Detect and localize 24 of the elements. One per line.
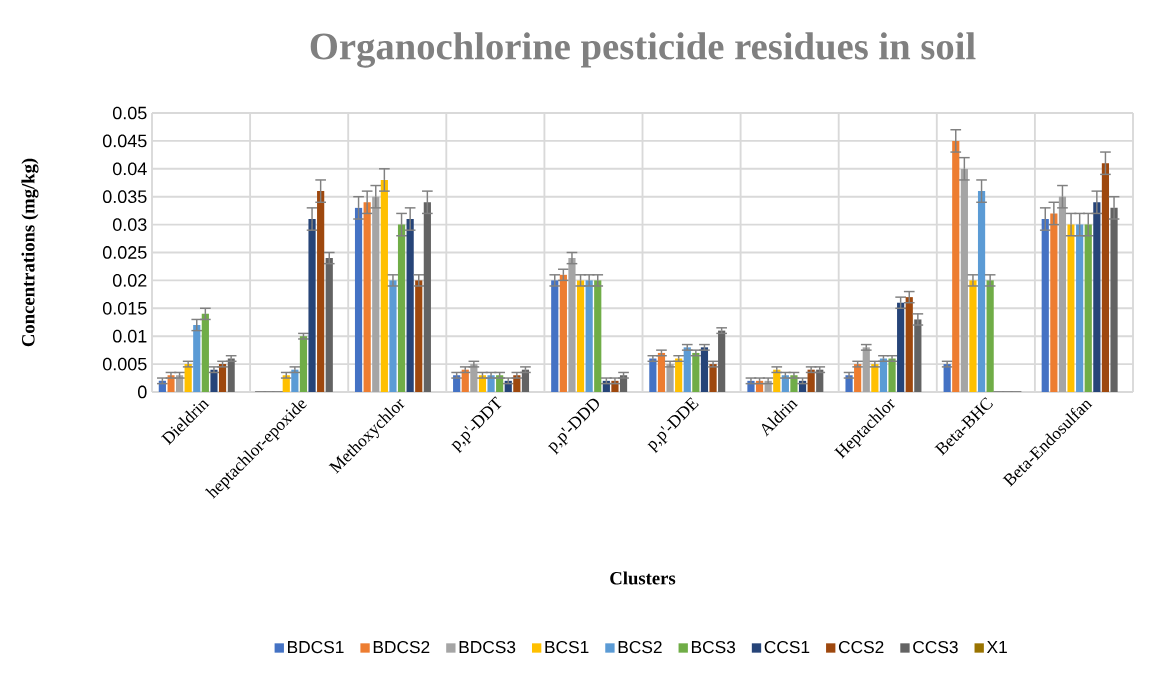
chart-title: Organochlorine pesticide residues in soil	[310, 32, 976, 68]
y-tick-label: 0.02	[112, 274, 147, 287]
y-tick-label: 0.035	[102, 190, 147, 204]
legend-label: CCS1	[764, 640, 810, 654]
y-tick-label: 0.005	[102, 357, 147, 371]
y-tick-label: 0	[138, 385, 147, 399]
legend-label: CCS2	[838, 640, 884, 654]
y-tick-label: 0.05	[112, 106, 147, 120]
y-tick-label: 0.015	[102, 301, 147, 315]
y-tick-label: 0.03	[112, 218, 147, 231]
legend-label: BDCS3	[459, 640, 516, 654]
y-tick-label: 0.045	[102, 134, 147, 148]
legend-label: BCS2	[618, 640, 662, 654]
legend-label: X1	[986, 641, 1007, 653]
y-tick-label: 0.025	[102, 246, 147, 259]
y-tick-label: 0.01	[112, 329, 147, 343]
legend-label: BDCS2	[373, 640, 430, 654]
y-axis-title: Concentrations (mg/kg)	[21, 158, 39, 347]
legend-label: BCS1	[545, 640, 589, 654]
y-tick-label: 0.04	[112, 162, 147, 176]
legend-label: BCS3	[691, 640, 736, 654]
x-axis-title: Clusters	[610, 571, 676, 585]
legend-label: BDCS1	[288, 640, 344, 654]
legend-label: CCS3	[913, 640, 958, 654]
